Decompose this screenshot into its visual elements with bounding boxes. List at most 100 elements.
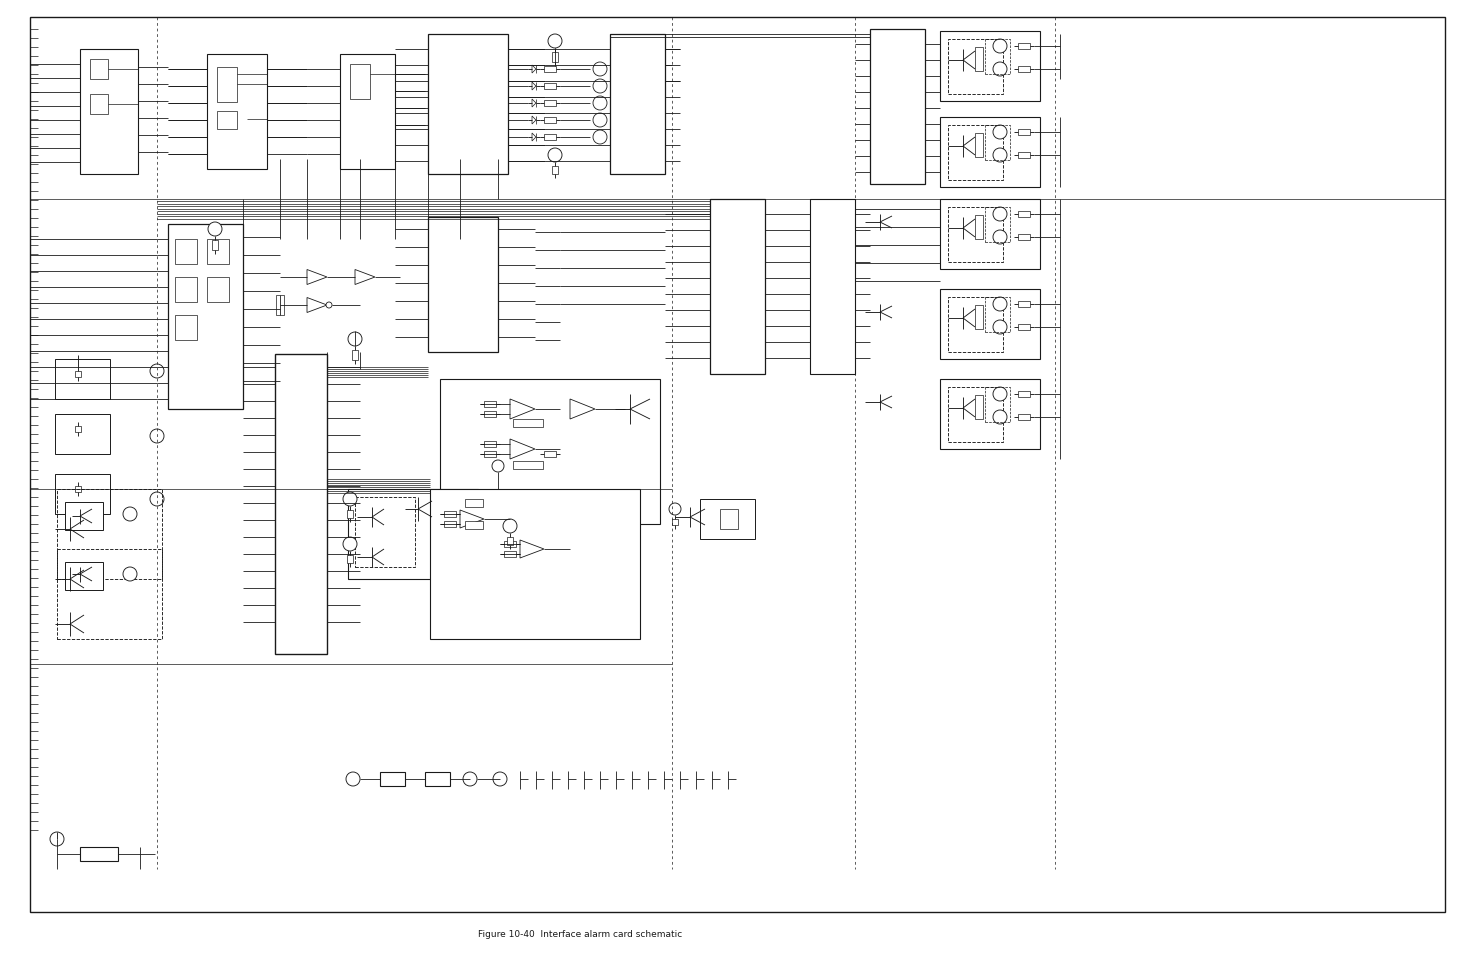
Circle shape <box>326 303 332 309</box>
Bar <box>948 40 1003 95</box>
Polygon shape <box>532 66 535 74</box>
Bar <box>484 401 496 408</box>
Bar <box>701 499 755 539</box>
Polygon shape <box>510 399 535 419</box>
Bar <box>544 67 556 73</box>
Bar <box>975 133 982 158</box>
Bar <box>611 35 665 174</box>
Bar <box>425 772 450 786</box>
Bar <box>544 118 556 124</box>
Bar <box>80 847 118 862</box>
Bar <box>274 355 327 655</box>
Bar <box>985 297 1010 333</box>
Bar <box>217 112 237 130</box>
Bar <box>350 65 370 100</box>
Bar <box>975 215 982 240</box>
Bar <box>55 415 111 455</box>
Polygon shape <box>307 271 327 285</box>
Bar <box>940 379 1040 450</box>
Bar <box>940 290 1040 359</box>
Bar <box>552 167 558 174</box>
Bar <box>428 35 507 174</box>
Bar <box>207 277 229 303</box>
Circle shape <box>208 223 223 236</box>
Bar <box>544 135 556 141</box>
Polygon shape <box>521 540 544 558</box>
Circle shape <box>344 537 357 552</box>
Text: Figure 10-40  Interface alarm card schematic: Figure 10-40 Interface alarm card schema… <box>478 929 681 939</box>
Circle shape <box>150 365 164 378</box>
Bar <box>347 511 353 518</box>
Bar <box>552 53 558 63</box>
Bar <box>428 218 499 353</box>
Circle shape <box>549 35 562 49</box>
Bar <box>440 379 659 524</box>
Circle shape <box>993 297 1007 312</box>
Bar <box>353 351 358 360</box>
Bar <box>544 84 556 90</box>
Bar <box>709 200 766 375</box>
Bar <box>810 200 856 375</box>
Bar <box>176 277 198 303</box>
Bar <box>176 240 198 265</box>
Bar <box>513 419 543 428</box>
Circle shape <box>347 772 360 786</box>
Bar <box>341 55 395 170</box>
Polygon shape <box>532 100 535 108</box>
Bar <box>65 502 103 531</box>
Circle shape <box>122 507 137 521</box>
Bar <box>484 452 496 457</box>
Bar <box>975 48 982 71</box>
Bar <box>985 388 1010 422</box>
Bar <box>55 359 111 399</box>
Bar <box>444 512 456 517</box>
Bar <box>975 395 982 419</box>
Bar <box>985 208 1010 243</box>
Circle shape <box>993 149 1007 163</box>
Polygon shape <box>569 399 594 419</box>
Bar <box>948 208 1003 263</box>
Bar <box>465 521 482 530</box>
Circle shape <box>593 63 608 77</box>
Circle shape <box>593 97 608 111</box>
Bar <box>207 240 229 265</box>
Bar <box>940 32 1040 102</box>
Polygon shape <box>460 511 484 529</box>
Polygon shape <box>532 83 535 91</box>
Circle shape <box>993 411 1007 424</box>
Circle shape <box>344 493 357 506</box>
Bar <box>444 521 456 527</box>
Bar <box>75 372 81 377</box>
Bar <box>1018 67 1030 73</box>
Bar <box>544 452 556 457</box>
Bar <box>276 295 285 315</box>
Circle shape <box>463 772 476 786</box>
Bar <box>1018 234 1030 241</box>
Circle shape <box>549 149 562 163</box>
Bar <box>431 490 640 639</box>
Bar <box>673 519 678 525</box>
Bar <box>348 490 478 579</box>
Circle shape <box>993 320 1007 335</box>
Circle shape <box>993 208 1007 222</box>
Bar <box>217 68 237 103</box>
Circle shape <box>122 567 137 581</box>
Bar <box>940 200 1040 270</box>
Polygon shape <box>510 439 535 459</box>
Circle shape <box>593 80 608 94</box>
Bar <box>720 510 738 530</box>
Bar <box>544 101 556 107</box>
Bar <box>1018 415 1030 420</box>
Bar <box>870 30 925 185</box>
Bar <box>1018 302 1030 308</box>
Bar <box>1018 212 1030 218</box>
Bar <box>484 441 496 448</box>
Bar <box>355 497 414 567</box>
Bar <box>504 541 516 547</box>
Bar <box>1018 392 1030 397</box>
Circle shape <box>348 333 361 347</box>
Circle shape <box>993 63 1007 77</box>
Polygon shape <box>532 133 535 142</box>
Bar <box>80 50 139 174</box>
Bar <box>465 499 482 507</box>
